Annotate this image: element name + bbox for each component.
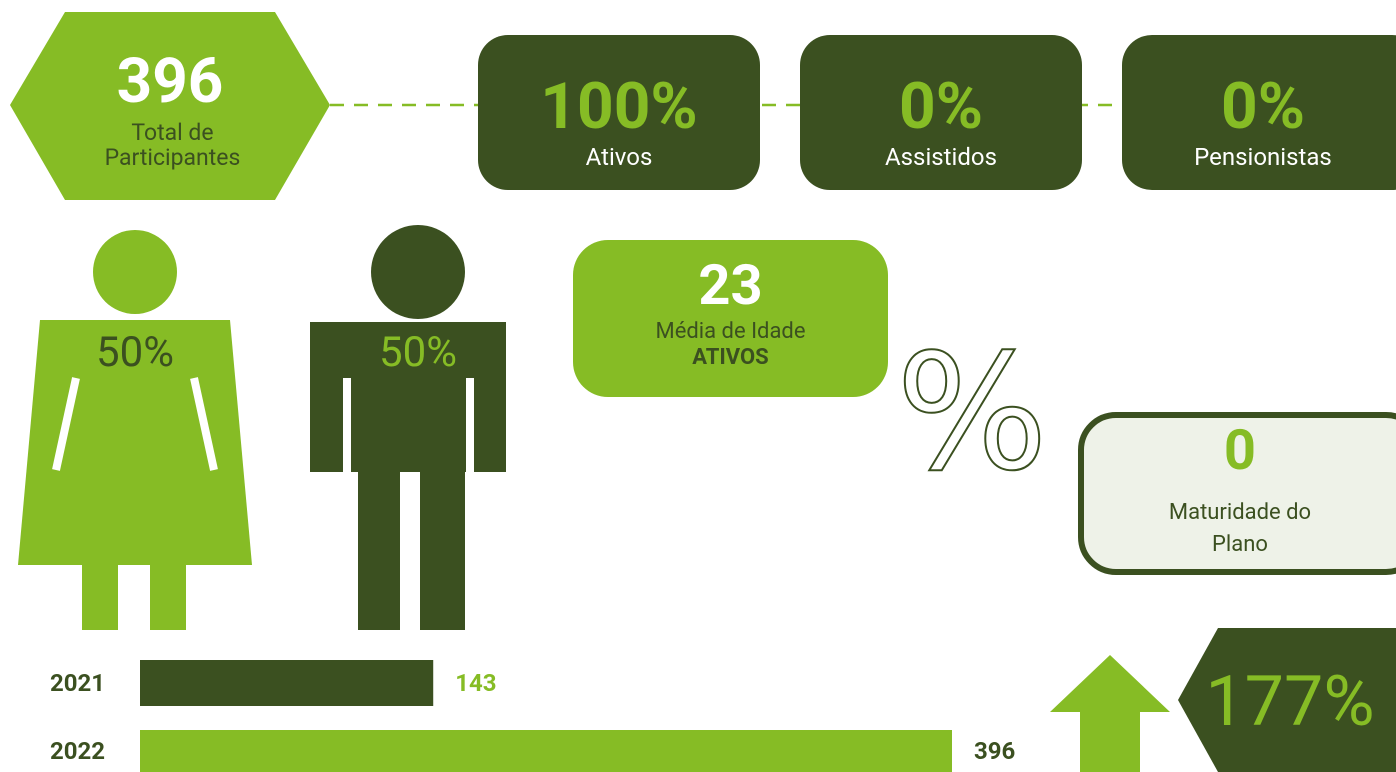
male-leg — [358, 465, 400, 630]
bar-value: 396 — [974, 737, 1015, 765]
maturity-box — [1078, 412, 1396, 575]
bar-chart: 2021 143 2022 396 — [50, 660, 1015, 772]
bar — [140, 730, 952, 772]
total-label: Total de Participantes — [104, 119, 241, 172]
female-leg — [82, 560, 118, 630]
growth-arrow — [1050, 655, 1170, 772]
growth-value: 177% — [1205, 661, 1375, 743]
total-value: 396 — [116, 45, 224, 118]
stat-label: Assistidos — [885, 143, 997, 171]
age-label: Média de Idade — [655, 319, 806, 344]
stat-label: Pensionistas — [1194, 143, 1332, 171]
female-leg — [150, 560, 186, 630]
age-box — [573, 240, 888, 397]
male-share: 50% — [379, 328, 457, 377]
growth-hexagon — [1178, 628, 1396, 772]
stat-box — [800, 35, 1082, 190]
bar-category: 2022 — [50, 737, 105, 765]
maturity-value: 0 — [1223, 417, 1257, 483]
arm-gap — [52, 377, 80, 471]
total-hexagon — [10, 12, 330, 200]
maturity-label: Maturidade do Plano — [1168, 500, 1312, 557]
bar — [140, 660, 434, 706]
percent-symbol: % — [896, 319, 1048, 506]
male-head — [371, 225, 465, 319]
stat-box — [1122, 35, 1396, 190]
stat-label: Ativos — [585, 143, 653, 171]
bar-value: 143 — [455, 669, 496, 697]
age-value: 23 — [698, 252, 763, 318]
bar-category: 2021 — [50, 669, 105, 697]
female-head — [93, 230, 177, 314]
male-leg — [420, 465, 465, 630]
female-share: 50% — [96, 328, 174, 377]
stat-value: 100% — [540, 69, 698, 144]
age-group: ATIVOS — [692, 345, 769, 370]
stat-value: 0% — [1220, 69, 1306, 144]
arm-gap — [190, 377, 218, 471]
stat-box — [478, 35, 760, 190]
stat-value: 0% — [898, 69, 984, 144]
